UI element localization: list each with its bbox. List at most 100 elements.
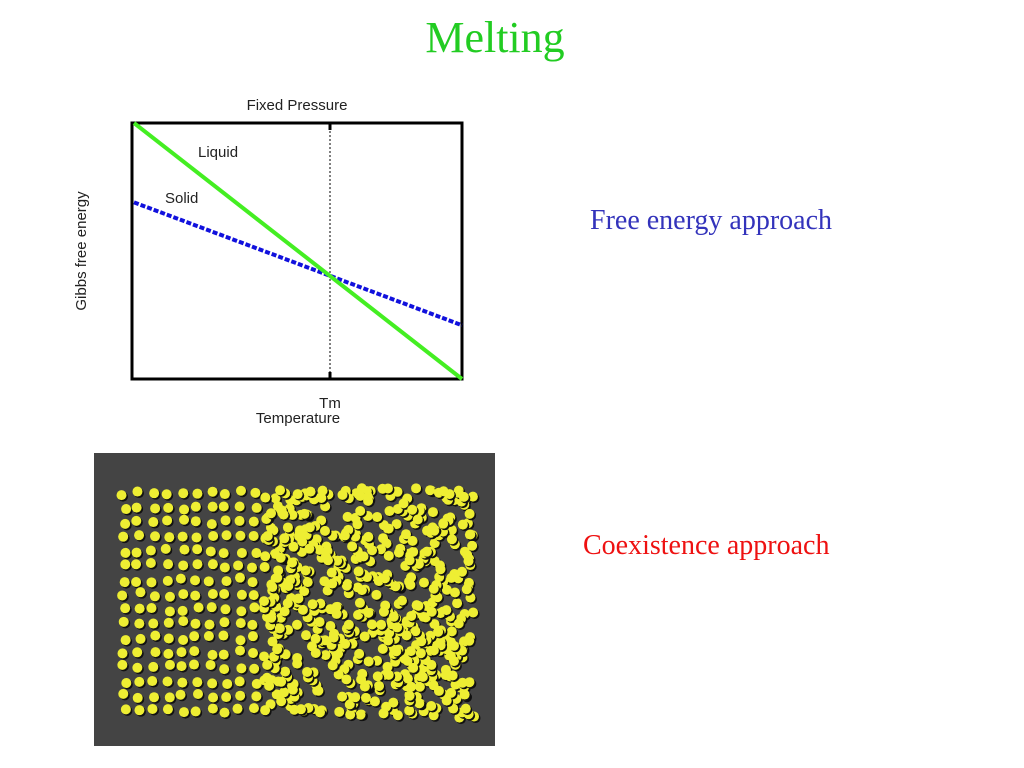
particle xyxy=(320,525,331,536)
particle xyxy=(118,616,129,627)
particle xyxy=(262,659,273,670)
particle xyxy=(219,562,230,573)
particle xyxy=(326,567,337,578)
particle xyxy=(377,643,388,654)
particle xyxy=(276,696,287,707)
particle xyxy=(328,632,339,643)
particle xyxy=(259,651,270,662)
solid-label: Solid xyxy=(165,190,198,207)
particle xyxy=(404,555,415,566)
particle xyxy=(292,658,303,669)
particle xyxy=(453,618,464,629)
particle xyxy=(207,649,218,660)
particle xyxy=(116,490,127,501)
particle xyxy=(190,590,201,601)
particle xyxy=(461,584,472,595)
particle xyxy=(372,671,383,682)
particle xyxy=(458,491,469,502)
particle xyxy=(131,547,142,558)
particle xyxy=(251,678,262,689)
particle xyxy=(203,576,214,587)
particle xyxy=(411,483,422,494)
particle xyxy=(316,493,327,504)
particle xyxy=(460,703,471,714)
particle xyxy=(310,633,321,644)
particle xyxy=(446,687,457,698)
particle xyxy=(162,676,173,687)
particle xyxy=(401,529,412,540)
particle xyxy=(446,626,457,637)
particle xyxy=(162,515,173,526)
particle xyxy=(428,583,439,594)
particle xyxy=(236,606,247,617)
particle xyxy=(314,544,325,555)
particle xyxy=(259,596,270,607)
particle xyxy=(218,630,229,641)
particle xyxy=(369,696,380,707)
particle xyxy=(407,535,418,546)
particle xyxy=(192,689,203,700)
particle xyxy=(367,545,378,556)
particle xyxy=(247,631,258,642)
particle xyxy=(178,560,189,571)
particle xyxy=(449,587,460,598)
particle xyxy=(378,606,389,617)
particle xyxy=(448,640,459,651)
particle xyxy=(178,488,189,499)
particle xyxy=(146,603,157,614)
particle xyxy=(270,493,281,504)
particle xyxy=(359,631,370,642)
particle xyxy=(341,580,352,591)
particle xyxy=(162,704,173,715)
particle xyxy=(145,558,156,569)
particle xyxy=(410,626,421,637)
particle xyxy=(251,548,262,559)
particle xyxy=(457,519,468,530)
particle xyxy=(292,489,303,500)
particle xyxy=(447,670,458,681)
particle xyxy=(356,585,367,596)
particle xyxy=(323,555,334,566)
particle xyxy=(392,486,403,497)
particle xyxy=(219,589,230,600)
particle xyxy=(355,490,366,501)
particle xyxy=(354,648,365,659)
particle xyxy=(248,516,259,527)
particle xyxy=(401,630,412,641)
particle xyxy=(248,703,259,714)
particle xyxy=(388,697,399,708)
particle xyxy=(341,674,352,685)
particle xyxy=(189,646,200,657)
particle xyxy=(405,579,416,590)
particle xyxy=(190,516,201,527)
particle xyxy=(132,662,143,673)
particle xyxy=(120,547,131,558)
particle xyxy=(372,511,383,522)
coexistence-caption: Coexistence approach xyxy=(583,530,830,561)
particle xyxy=(204,619,215,630)
particle xyxy=(266,612,277,623)
particle xyxy=(235,530,246,541)
particle xyxy=(279,533,290,544)
particle xyxy=(305,486,316,497)
particle xyxy=(421,546,432,557)
particle xyxy=(288,541,299,552)
particle xyxy=(390,581,401,592)
particle xyxy=(207,559,218,570)
particle xyxy=(274,623,285,634)
particle xyxy=(299,508,310,519)
particle xyxy=(355,709,366,720)
particle xyxy=(236,589,247,600)
particle xyxy=(426,659,437,670)
particle xyxy=(313,685,324,696)
particle xyxy=(235,690,246,701)
particle xyxy=(120,559,131,570)
particle xyxy=(179,544,190,555)
particle xyxy=(134,530,145,541)
particle xyxy=(415,648,426,659)
particle xyxy=(175,573,186,584)
particle xyxy=(343,619,354,630)
plot-frame xyxy=(130,121,464,381)
particle xyxy=(163,617,174,628)
particle xyxy=(117,648,128,659)
